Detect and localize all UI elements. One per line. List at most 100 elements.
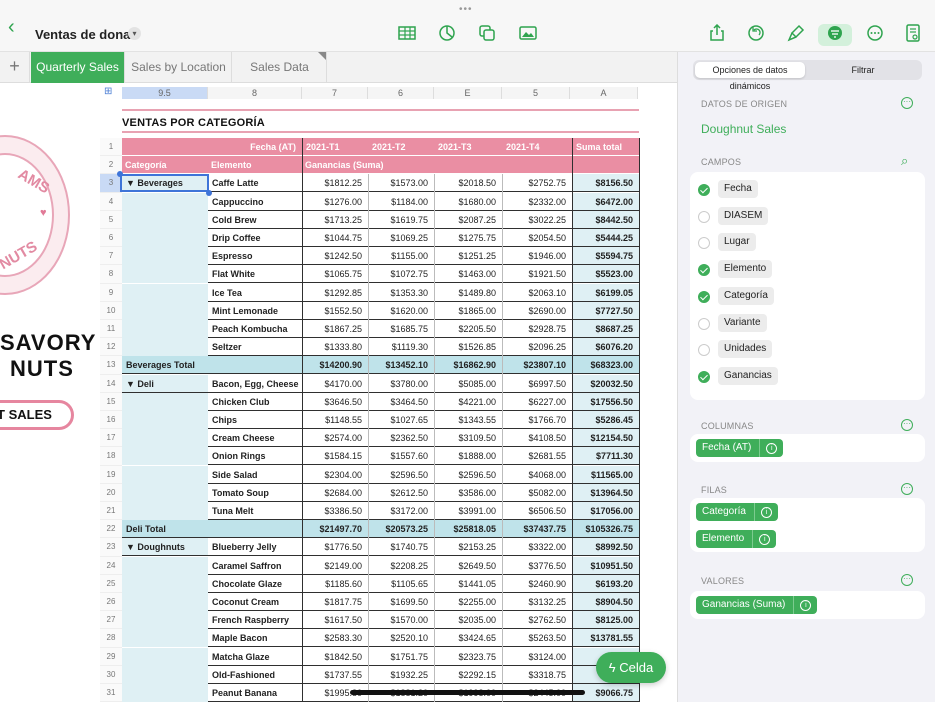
- value-cell[interactable]: $5263.50: [502, 629, 572, 648]
- value-cell[interactable]: $3124.00: [502, 648, 572, 666]
- category-cell[interactable]: [122, 684, 208, 702]
- table-icon[interactable]: [396, 24, 418, 46]
- category-cell[interactable]: [122, 647, 208, 666]
- row-number[interactable]: 12: [100, 338, 122, 357]
- row-number[interactable]: 13: [100, 356, 122, 375]
- row-number[interactable]: 6: [100, 229, 122, 248]
- category-cell[interactable]: ▼ Doughnuts: [122, 538, 208, 557]
- value-cell[interactable]: $8687.25: [572, 320, 639, 338]
- value-cell[interactable]: $1842.50: [302, 648, 368, 666]
- value-cell[interactable]: $1027.65: [368, 411, 434, 429]
- table-title[interactable]: VENTAS POR CATEGORÍA: [122, 117, 265, 129]
- value-cell[interactable]: $1333.80: [302, 338, 368, 357]
- tab-quarterly-sales[interactable]: Quarterly Sales: [31, 52, 125, 83]
- checkmark-circle-icon[interactable]: [698, 290, 710, 303]
- category-cell[interactable]: [122, 411, 208, 429]
- row-number[interactable]: 27: [100, 611, 122, 630]
- item-cell[interactable]: Chips: [208, 411, 302, 429]
- value-cell[interactable]: $37437.75: [502, 520, 572, 539]
- item-cell[interactable]: Drip Coffee: [208, 229, 302, 247]
- column-header-cell[interactable]: 2021-T4: [502, 138, 572, 156]
- value-cell[interactable]: $3172.00: [368, 502, 434, 520]
- values-more-icon[interactable]: ···: [901, 574, 913, 586]
- value-cell[interactable]: $2612.50: [368, 484, 434, 502]
- column-header-cell[interactable]: 2021-T2: [368, 138, 434, 156]
- value-cell[interactable]: $1699.50: [368, 593, 434, 611]
- value-cell[interactable]: $25818.05: [434, 520, 502, 539]
- item-cell[interactable]: Ice Tea: [208, 284, 302, 302]
- row-number[interactable]: 19: [100, 465, 122, 484]
- value-cell[interactable]: $1276.00: [302, 193, 368, 211]
- value-cell[interactable]: $1751.75: [368, 648, 434, 666]
- media-icon[interactable]: [517, 24, 539, 46]
- field-pill[interactable]: Lugar: [718, 233, 756, 252]
- value-cell[interactable]: $2096.25: [502, 338, 572, 357]
- value-cell[interactable]: $3991.00: [434, 502, 502, 520]
- multitask-dots-icon[interactable]: •••: [459, 4, 473, 15]
- item-cell[interactable]: Onion Rings: [208, 447, 302, 466]
- value-cell[interactable]: $2362.50: [368, 429, 434, 448]
- value-cell[interactable]: $2208.25: [368, 557, 434, 575]
- value-cell[interactable]: $1817.75: [302, 593, 368, 611]
- category-cell[interactable]: [122, 192, 208, 211]
- item-cell[interactable]: Tomato Soup: [208, 484, 302, 502]
- column-header[interactable]: A: [570, 87, 638, 99]
- more-options-icon[interactable]: [864, 24, 886, 46]
- value-cell[interactable]: $6506.50: [502, 502, 572, 520]
- field-pill[interactable]: Categoría: [718, 286, 774, 305]
- document-setup-icon[interactable]: [902, 24, 924, 46]
- item-cell[interactable]: Chicken Club: [208, 393, 302, 411]
- value-cell[interactable]: $14200.90: [302, 356, 368, 375]
- category-cell[interactable]: [122, 301, 208, 320]
- value-cell[interactable]: $13781.55: [572, 629, 639, 648]
- row-number[interactable]: 22: [100, 520, 122, 539]
- row-number[interactable]: 14: [100, 374, 122, 393]
- add-sheet-icon[interactable]: +: [0, 52, 30, 83]
- value-cell[interactable]: $1044.75: [302, 229, 368, 247]
- row-number[interactable]: 2: [100, 156, 122, 175]
- checkmark-circle-icon[interactable]: [698, 184, 710, 196]
- value-cell[interactable]: $3646.50: [302, 393, 368, 411]
- value-cell[interactable]: $1072.75: [368, 265, 434, 284]
- value-cell[interactable]: $1105.65: [368, 575, 434, 593]
- row-number[interactable]: 29: [100, 647, 122, 666]
- empty-circle-icon[interactable]: [698, 210, 710, 223]
- value-cell[interactable]: $1740.75: [368, 538, 434, 557]
- category-cell[interactable]: [122, 556, 208, 575]
- column-header[interactable]: 6: [368, 87, 434, 99]
- checkmark-circle-icon[interactable]: [698, 264, 710, 277]
- value-cell[interactable]: $1685.75: [368, 320, 434, 338]
- item-cell[interactable]: [208, 356, 302, 375]
- selection-handle[interactable]: [117, 171, 123, 178]
- cell-selection[interactable]: [120, 174, 209, 193]
- value-cell[interactable]: $2684.00: [302, 484, 368, 502]
- value-cell[interactable]: $1737.55: [302, 666, 368, 684]
- value-cell[interactable]: $6997.50: [502, 375, 572, 393]
- value-cell[interactable]: $1766.70: [502, 411, 572, 429]
- item-cell[interactable]: Seltzer: [208, 338, 302, 357]
- value-cell[interactable]: $6472.00: [572, 192, 639, 211]
- value-cell[interactable]: $1620.00: [368, 302, 434, 320]
- chart-icon[interactable]: [436, 24, 458, 46]
- item-cell[interactable]: Matcha Glaze: [208, 648, 302, 666]
- column-header-cell[interactable]: 2021-T1: [302, 138, 368, 156]
- value-cell[interactable]: $4221.00: [434, 393, 502, 411]
- tab-sales-by-location[interactable]: Sales by Location: [126, 52, 232, 83]
- checkmark-circle-icon[interactable]: [698, 370, 710, 383]
- row-number[interactable]: 8: [100, 265, 122, 284]
- row-number[interactable]: 10: [100, 301, 122, 320]
- tab-sales-data[interactable]: Sales Data: [233, 52, 327, 83]
- value-cell[interactable]: $2063.10: [502, 284, 572, 302]
- item-cell[interactable]: Bacon, Egg, Cheese: [208, 375, 302, 393]
- value-cell[interactable]: $8904.50: [572, 593, 639, 611]
- category-cell[interactable]: [122, 247, 208, 266]
- empty-circle-icon[interactable]: [698, 317, 710, 330]
- value-cell[interactable]: $1867.25: [302, 320, 368, 338]
- item-cell[interactable]: Side Salad: [208, 466, 302, 484]
- row-number[interactable]: 5: [100, 210, 122, 229]
- field-pill[interactable]: Elemento: [718, 260, 773, 279]
- row-number[interactable]: 30: [100, 665, 122, 684]
- value-cell[interactable]: $3132.25: [502, 593, 572, 611]
- value-cell[interactable]: $8125.00: [572, 611, 639, 630]
- item-cell[interactable]: Cream Cheese: [208, 429, 302, 448]
